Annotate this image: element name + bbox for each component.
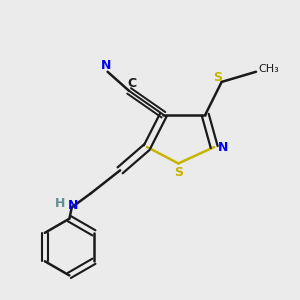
- Text: S: S: [174, 166, 183, 179]
- Text: CH₃: CH₃: [258, 64, 279, 74]
- Text: C: C: [127, 77, 136, 90]
- Text: N: N: [218, 140, 228, 154]
- Text: S: S: [213, 71, 222, 84]
- Text: H: H: [55, 197, 66, 210]
- Text: N: N: [101, 59, 111, 72]
- Text: N: N: [68, 199, 78, 212]
